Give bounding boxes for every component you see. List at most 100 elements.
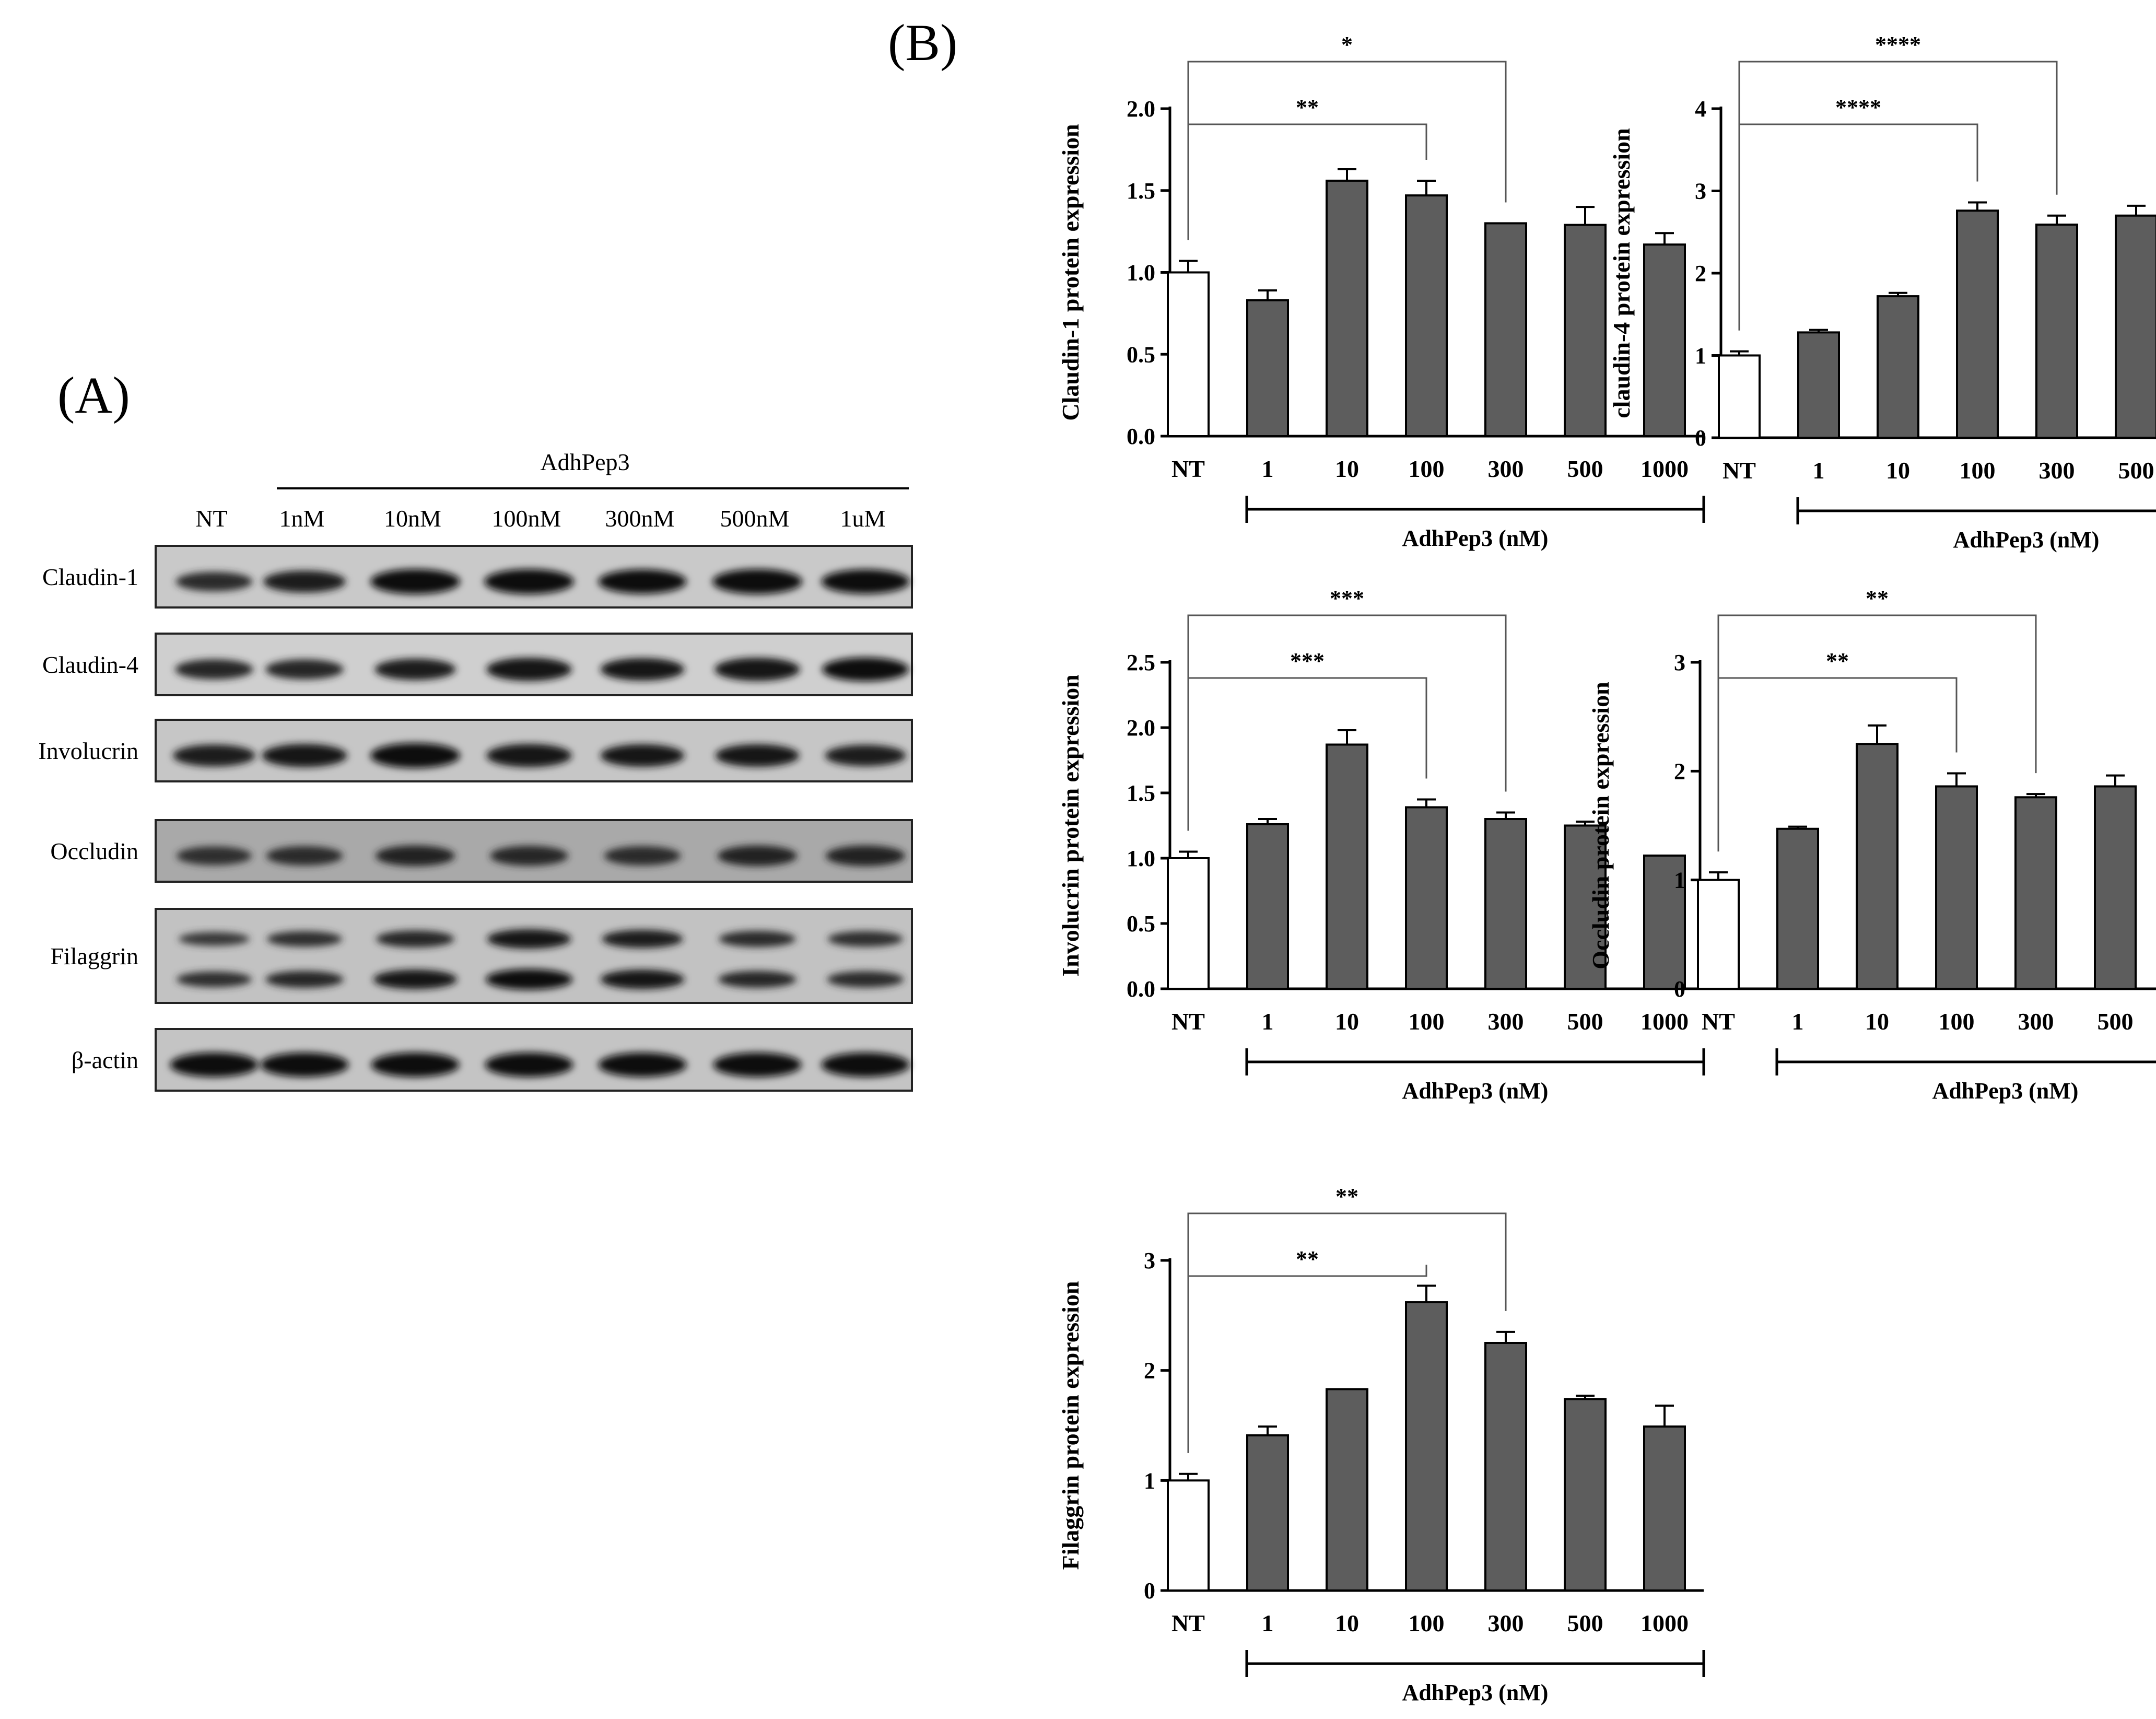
x-tick-label: 100 xyxy=(1409,455,1445,482)
blot-band xyxy=(827,971,904,988)
x-tick-label: 100 xyxy=(1409,1008,1445,1035)
x-tick-label: 1000 xyxy=(1641,455,1689,482)
bar xyxy=(1246,1434,1289,1592)
y-tick-label: 2 xyxy=(1144,1358,1155,1384)
blot-strip: Claudin-4 xyxy=(42,633,913,696)
x-tick-label: 100 xyxy=(1960,457,1996,484)
bar xyxy=(1956,209,1999,439)
blot-band xyxy=(714,658,800,681)
y-tick-label: 3 xyxy=(1144,1248,1155,1273)
blot-band xyxy=(266,846,343,866)
y-tick-label: 0 xyxy=(1695,425,1706,451)
blot-band xyxy=(719,931,796,948)
x-tick-label: 1 xyxy=(1262,1610,1274,1636)
x-axis-label: AdhPep3 (nM) xyxy=(1932,1078,2079,1104)
blot-band xyxy=(598,1053,687,1077)
blot-band xyxy=(375,845,455,867)
bar xyxy=(1167,857,1210,990)
bar xyxy=(1776,827,1819,990)
blot-strip: β-actin xyxy=(72,1028,913,1092)
y-axis-label: Involucrin protein expression xyxy=(1057,674,1084,976)
bar xyxy=(1326,179,1368,437)
y-tick-label: 1.0 xyxy=(1127,260,1155,286)
blot-band xyxy=(175,659,253,680)
blot-strip: Claudin-1 xyxy=(42,545,913,609)
x-tick-label: 1 xyxy=(1262,455,1274,482)
y-tick-label: 2.5 xyxy=(1127,650,1155,675)
bar xyxy=(1484,818,1527,990)
y-tick-label: 3 xyxy=(1674,650,1685,675)
x-tick-label: 1 xyxy=(1813,457,1825,484)
y-tick-label: 0.0 xyxy=(1127,424,1155,449)
bar xyxy=(1167,1479,1210,1592)
bar-chart: 0 1 2 3 Occludin protein expression NT 1 10 100 3… xyxy=(1587,586,2156,1104)
blot-band xyxy=(600,969,685,989)
significance-bracket xyxy=(1187,123,1427,240)
blot-band xyxy=(173,744,255,767)
x-tick-label: 300 xyxy=(2039,457,2075,484)
x-tick-label: 500 xyxy=(2118,457,2154,484)
lane-label: 300nM xyxy=(605,505,675,532)
bar xyxy=(1167,271,1210,437)
x-axis-label: AdhPep3 (nM) xyxy=(1953,527,2100,553)
x-axis-label: AdhPep3 (nM) xyxy=(1402,525,1549,551)
blot-label: Claudin-1 xyxy=(42,564,138,590)
x-axis-label: AdhPep3 (nM) xyxy=(1402,1078,1549,1104)
significance-label: * xyxy=(1341,32,1353,57)
x-tick-label: NT xyxy=(1702,1008,1735,1035)
blot-band xyxy=(600,658,685,681)
bar xyxy=(1643,1425,1686,1592)
y-tick-label: 3 xyxy=(1695,179,1706,204)
blot-band xyxy=(828,931,903,947)
blot-band xyxy=(821,1053,910,1077)
lane-label: 1nM xyxy=(279,505,325,532)
lane-label: NT xyxy=(195,505,227,532)
bar-chart: 0.0 0.5 1.0 1.5 2.0 Claudin-1 protein express… xyxy=(1057,32,1705,551)
blot-label: Occludin xyxy=(50,838,138,864)
bar xyxy=(1856,743,1899,990)
x-tick-label: 1 xyxy=(1262,1008,1274,1035)
blot-band xyxy=(713,1053,802,1077)
x-tick-label: 300 xyxy=(1488,455,1524,482)
bar xyxy=(1405,806,1448,990)
y-tick-label: 1.0 xyxy=(1127,846,1155,871)
significance-label: ** xyxy=(1296,95,1319,120)
significance-bracket xyxy=(1717,677,1958,852)
x-tick-label: 300 xyxy=(1488,1008,1524,1035)
bar xyxy=(1877,295,1919,439)
blot-strip: Occludin xyxy=(50,819,913,883)
y-tick-label: 1.5 xyxy=(1127,780,1155,806)
x-tick-label: 500 xyxy=(2098,1008,2134,1035)
significance-label: ** xyxy=(1296,1246,1319,1272)
bar xyxy=(1326,1388,1368,1592)
y-tick-label: 0 xyxy=(1144,1578,1155,1604)
y-tick-label: 4 xyxy=(1695,96,1706,122)
significance-label: ** xyxy=(1826,648,1849,674)
blot-strip: Involucrin xyxy=(38,719,913,782)
blot-band xyxy=(370,569,460,594)
bar xyxy=(1484,1342,1527,1592)
y-tick-label: 2.0 xyxy=(1127,96,1155,122)
blot-band xyxy=(825,845,906,867)
bar xyxy=(1564,224,1607,437)
significance-bracket xyxy=(1717,614,2037,852)
bar-charts-panel: 0.0 0.5 1.0 1.5 2.0 Claudin-1 protein express… xyxy=(1057,32,2156,1705)
bar-chart: 0 1 2 3 4 claudin-4 protein expression NT 1 10 10… xyxy=(1608,32,2156,553)
blot-band xyxy=(490,846,568,866)
blot-band xyxy=(267,931,342,947)
blot-band xyxy=(177,846,252,866)
blot-band xyxy=(485,1053,573,1077)
bar xyxy=(1246,823,1289,990)
blot-band xyxy=(821,569,910,594)
bar xyxy=(2014,796,2057,990)
blot-band xyxy=(604,846,681,866)
x-tick-label: 1 xyxy=(1792,1008,1804,1035)
blot-band xyxy=(262,744,347,767)
blot-band xyxy=(485,969,573,990)
x-tick-label: 500 xyxy=(1567,455,1603,482)
blot-band xyxy=(170,1053,259,1077)
blot-band xyxy=(374,659,456,680)
bar xyxy=(1246,299,1289,437)
bar-chart: 0 1 2 3 Filaggrin protein expression NT 1 10 100… xyxy=(1057,1184,1705,1705)
